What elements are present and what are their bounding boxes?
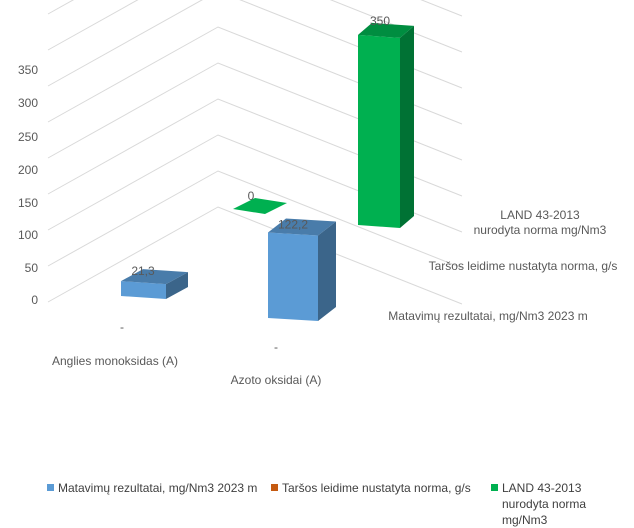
legend-label-measurements: Matavimų rezultatai, mg/Nm3 2023 m bbox=[58, 481, 258, 495]
bar-top bbox=[358, 22, 414, 38]
legend: Matavimų rezultatai, mg/Nm3 2023 m Taršo… bbox=[0, 480, 634, 527]
x-tick-label: Azoto oksidai (A) bbox=[231, 373, 322, 387]
data-label: - bbox=[274, 340, 278, 354]
gridline bbox=[47, 170, 463, 269]
data-label: - bbox=[120, 320, 124, 334]
y-axis-ticks: 0 50 100 150 200 250 300 350 bbox=[18, 63, 38, 307]
labels: Anglies monoksidas (A) Azoto oksidai (A) M… bbox=[52, 14, 617, 387]
gridline bbox=[47, 0, 463, 17]
bar-front bbox=[268, 232, 318, 321]
legend-item-permit-norm: Taršos leidime nustatyta norma, g/s bbox=[271, 480, 471, 496]
bar-top bbox=[268, 218, 336, 236]
bar-front bbox=[358, 34, 400, 228]
y-tick-label: 350 bbox=[18, 63, 38, 77]
legend-swatch-land-norm bbox=[491, 484, 498, 491]
y-tick-label: 250 bbox=[18, 130, 38, 144]
y-tick-label: 150 bbox=[18, 196, 38, 210]
x-tick-label: Anglies monoksidas (A) bbox=[52, 354, 178, 368]
data-label: 21,3 bbox=[131, 264, 155, 278]
legend-label-permit-norm: Taršos leidime nustatyta norma, g/s bbox=[282, 481, 471, 495]
bar-side bbox=[318, 221, 336, 321]
bar-front bbox=[121, 281, 166, 299]
y-tick-label: 200 bbox=[18, 163, 38, 177]
chart-plot: 0 50 100 150 200 250 300 350 Anglies monoksidas… bbox=[18, 0, 617, 387]
series-axis-label: LAND 43-2013 nurodyta norma mg/Nm3 bbox=[474, 208, 607, 237]
y-tick-label: 100 bbox=[18, 228, 38, 242]
data-label: 122,2 bbox=[278, 218, 308, 232]
bar-side bbox=[400, 25, 414, 229]
legend-item-land-norm: LAND 43-2013 nurodyta norma mg/Nm3 bbox=[491, 480, 634, 528]
y-tick-label: 50 bbox=[25, 261, 39, 275]
y-tick-label: 300 bbox=[18, 96, 38, 110]
legend-item-measurements: Matavimų rezultatai, mg/Nm3 2023 m bbox=[47, 480, 257, 496]
legend-label-land-norm: LAND 43-2013 nurodyta norma mg/Nm3 bbox=[502, 481, 587, 527]
series-axis-label: Matavimų rezultatai, mg/Nm3 2023 m bbox=[388, 309, 587, 323]
bars bbox=[121, 22, 414, 321]
bar-top bbox=[233, 198, 287, 214]
y-tick-label: 0 bbox=[31, 293, 38, 307]
data-label: 350 bbox=[370, 14, 390, 28]
bar-side bbox=[166, 272, 188, 299]
legend-swatch-permit-norm bbox=[271, 484, 278, 491]
bar-top bbox=[121, 269, 188, 285]
series-axis-label: Taršos leidime nustatyta norma, g/s bbox=[429, 259, 618, 273]
gridline bbox=[47, 0, 463, 53]
gridline bbox=[47, 206, 463, 305]
data-label: 0 bbox=[248, 189, 255, 203]
legend-swatch-measurements bbox=[47, 484, 54, 491]
